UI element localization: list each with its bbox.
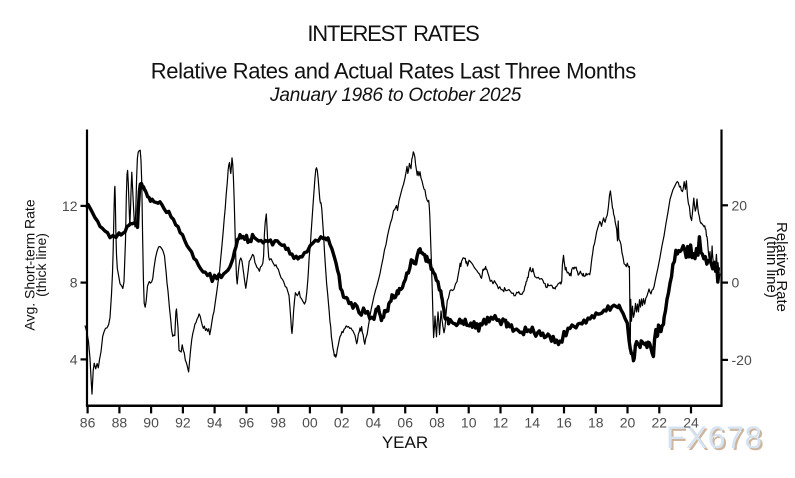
svg-text:10: 10 (461, 415, 477, 431)
svg-text:22: 22 (652, 415, 668, 431)
svg-text:INTEREST RATES: INTEREST RATES (307, 21, 479, 46)
svg-text:18: 18 (588, 415, 604, 431)
svg-text:January 1986 to October 2025: January 1986 to October 2025 (269, 85, 522, 106)
svg-text:(thick line): (thick line) (33, 233, 49, 297)
svg-text:12: 12 (493, 415, 509, 431)
svg-text:FX678: FX678 (668, 421, 765, 457)
svg-text:96: 96 (239, 415, 255, 431)
svg-text:14: 14 (524, 415, 540, 431)
svg-text:00: 00 (302, 415, 318, 431)
svg-text:8: 8 (70, 275, 78, 291)
svg-text:FX678: FX678 (666, 419, 763, 455)
svg-text:4: 4 (70, 351, 78, 367)
svg-text:20: 20 (620, 415, 636, 431)
svg-text:YEAR: YEAR (382, 433, 428, 452)
svg-text:Avg. Short-term Rate: Avg. Short-term Rate (22, 199, 38, 330)
svg-text:92: 92 (175, 415, 191, 431)
svg-text:-20: -20 (732, 352, 752, 368)
svg-text:86: 86 (80, 415, 96, 431)
svg-text:98: 98 (270, 415, 286, 431)
svg-text:Relative Rate: Relative Rate (773, 222, 790, 312)
svg-text:06: 06 (397, 415, 413, 431)
svg-text:16: 16 (556, 415, 572, 431)
svg-text:04: 04 (366, 415, 382, 431)
svg-text:Relative Rates and Actual Rate: Relative Rates and Actual Rates Last Thr… (151, 59, 636, 84)
svg-text:20: 20 (732, 197, 748, 213)
svg-text:90: 90 (143, 415, 159, 431)
svg-text:12: 12 (62, 198, 78, 214)
svg-text:(thin line): (thin line) (763, 236, 780, 298)
svg-text:08: 08 (429, 415, 445, 431)
svg-text:24: 24 (683, 415, 699, 431)
svg-text:02: 02 (334, 415, 350, 431)
svg-text:0: 0 (732, 275, 740, 291)
svg-text:88: 88 (112, 415, 128, 431)
svg-text:94: 94 (207, 415, 223, 431)
